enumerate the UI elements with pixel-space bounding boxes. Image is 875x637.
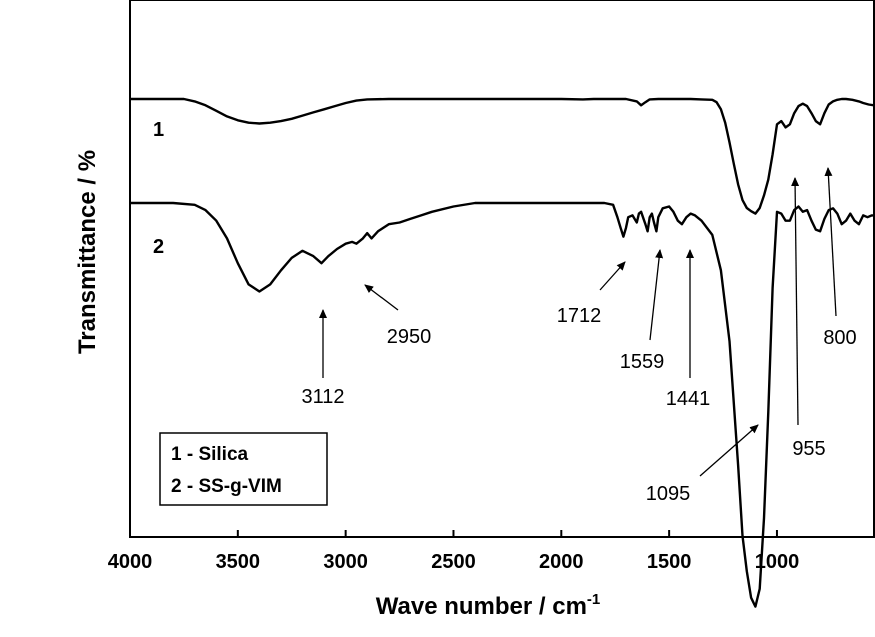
legend-box bbox=[159, 432, 328, 506]
series-2-line bbox=[130, 201, 874, 608]
annotation-label-1559: 1559 bbox=[620, 351, 665, 373]
x-tick-label-3500: 3500 bbox=[216, 551, 261, 573]
annotation-label-3112: 3112 bbox=[301, 386, 344, 408]
legend-entry-1: 1 - Silica bbox=[171, 444, 249, 465]
x-tick-label-3000: 3000 bbox=[323, 551, 368, 573]
annotation-arrow-1095 bbox=[699, 424, 759, 477]
series-1-line bbox=[130, 97, 875, 215]
legend: 1 - Silica 2 - SS-g-VIM bbox=[159, 432, 328, 506]
annotation-arrow-1559 bbox=[649, 249, 664, 341]
y-axis-title: Transmittance / % bbox=[74, 150, 101, 354]
annotation-arrow-955 bbox=[791, 177, 800, 426]
x-axis-title-superscript: -1 bbox=[587, 591, 600, 608]
plot-frame bbox=[129, 0, 875, 538]
annotation-label-1095: 1095 bbox=[646, 483, 691, 505]
curve-label-1: 1 bbox=[153, 119, 164, 141]
legend-entry-2: 2 - SS-g-VIM bbox=[171, 476, 282, 497]
x-axis-title: Wave number / cm-1 bbox=[376, 591, 601, 620]
x-tick-label-2500: 2500 bbox=[431, 551, 476, 573]
annotation-label-800: 800 bbox=[823, 327, 856, 349]
annotation-label-955: 955 bbox=[792, 438, 825, 460]
x-tick-label-2000: 2000 bbox=[539, 551, 584, 573]
x-tick-label-4000: 4000 bbox=[108, 551, 153, 573]
annotation-arrow-2950 bbox=[364, 284, 399, 311]
curve-label-2: 2 bbox=[153, 236, 164, 258]
x-axis-title-main: Wave number / cm bbox=[376, 593, 587, 620]
x-tick-label-1000: 1000 bbox=[755, 551, 800, 573]
spectra bbox=[130, 97, 875, 608]
annotation-arrow-800 bbox=[824, 167, 837, 317]
x-tick-label-1500: 1500 bbox=[647, 551, 692, 573]
annotation-arrow-1712 bbox=[599, 261, 626, 291]
annotation-label-1712: 1712 bbox=[557, 305, 602, 327]
x-axis-ticks: 4000 3500 3000 2500 2000 1500 1000 bbox=[108, 530, 799, 573]
annotation-label-1441: 1441 bbox=[666, 388, 711, 410]
annotation-label-2950: 2950 bbox=[387, 326, 432, 348]
